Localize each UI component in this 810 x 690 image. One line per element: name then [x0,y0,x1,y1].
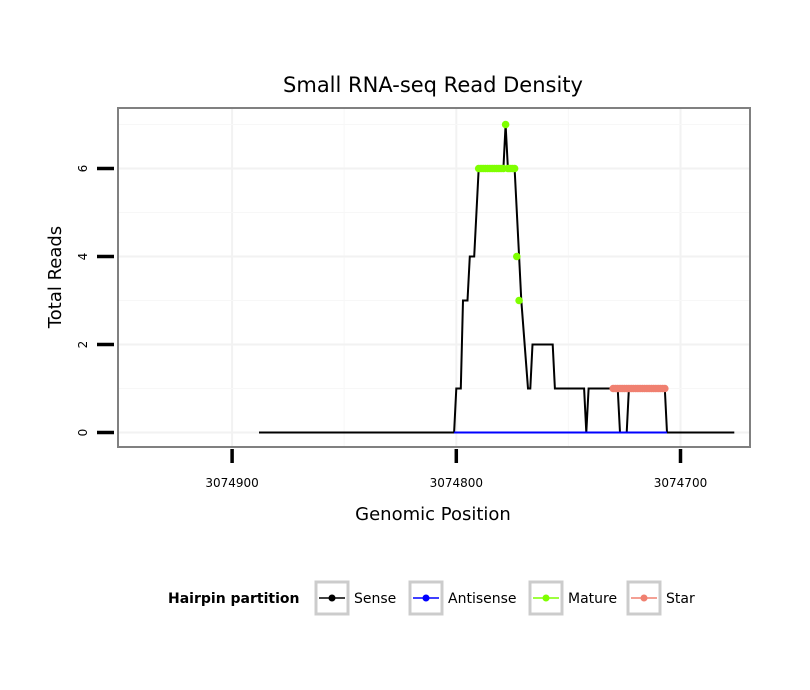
data-point-star [661,384,669,393]
legend-key-point-mature [542,594,550,602]
data-point-mature [515,296,523,305]
y-axis: 0 2 4 6 [76,165,114,437]
series-layer [259,120,735,434]
x-axis: 3074900 3074800 3074700 [205,449,707,490]
legend-label-antisense: Antisense [448,591,517,607]
legend-key-point-star [640,594,648,602]
legend-label-mature: Mature [568,591,617,607]
x-tick-label: 3074800 [430,476,483,490]
plot-background [117,107,751,448]
y-tick-label: 4 [76,253,90,261]
x-tick-label: 3074700 [654,476,707,490]
y-tick-label: 2 [76,341,90,349]
plot-panel [117,107,751,448]
legend-title: Hairpin partition [168,591,299,607]
y-tick-label: 0 [76,429,90,437]
data-point-mature [501,120,510,129]
x-axis-label: Genomic Position [355,504,511,525]
legend-label-sense: Sense [354,591,396,607]
chart-title: Small RNA-seq Read Density [283,73,583,97]
y-tick-label: 6 [76,165,90,173]
data-point-mature [513,252,521,261]
legend-label-star: Star [666,591,695,607]
y-axis-label: Total Reads [45,226,66,329]
legend: Hairpin partition Sense Antisense Mature St… [168,580,695,616]
legend-key-point-sense [328,594,336,602]
x-tick-label: 3074900 [205,476,258,490]
data-point-mature [510,164,519,173]
legend-items: Sense Antisense Mature Star [314,580,695,616]
legend-key-point-antisense [422,594,430,602]
